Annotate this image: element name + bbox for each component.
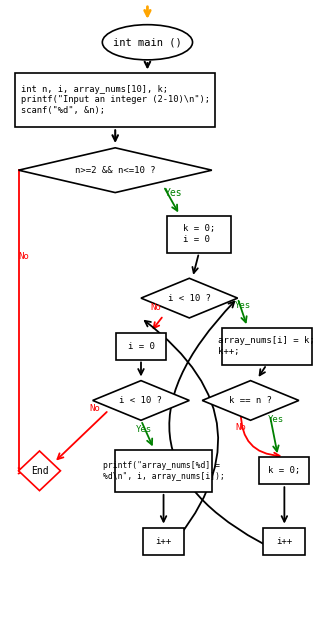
Text: No: No — [89, 404, 99, 413]
Text: No: No — [18, 252, 29, 261]
Text: i < 10 ?: i < 10 ? — [168, 294, 211, 303]
Polygon shape — [202, 381, 299, 420]
Polygon shape — [18, 148, 212, 192]
Text: i++: i++ — [155, 537, 172, 545]
Polygon shape — [93, 381, 189, 420]
Text: k = 0;
i = 0: k = 0; i = 0 — [183, 224, 215, 244]
Text: No: No — [236, 424, 246, 433]
Text: k = 0;: k = 0; — [268, 466, 300, 476]
Text: printf("array_nums[%d] =
%d\n", i, array_nums[i]);: printf("array_nums[%d] = %d\n", i, array… — [103, 461, 224, 481]
FancyBboxPatch shape — [15, 72, 215, 127]
FancyBboxPatch shape — [167, 215, 231, 253]
Polygon shape — [18, 451, 60, 490]
Text: k == n ?: k == n ? — [229, 396, 272, 405]
FancyBboxPatch shape — [115, 450, 212, 492]
Text: Yes: Yes — [164, 188, 182, 197]
Text: End: End — [31, 466, 48, 476]
Text: Yes: Yes — [234, 301, 251, 310]
Text: int main (): int main () — [113, 37, 182, 47]
Ellipse shape — [102, 25, 193, 60]
FancyBboxPatch shape — [143, 528, 185, 554]
Text: array_nums[i] = k;
k++;: array_nums[i] = k; k++; — [218, 337, 315, 356]
Text: i = 0: i = 0 — [128, 342, 154, 351]
Text: Yes: Yes — [268, 415, 284, 424]
Text: i++: i++ — [276, 537, 292, 545]
Polygon shape — [141, 278, 238, 318]
FancyBboxPatch shape — [259, 458, 309, 484]
FancyBboxPatch shape — [116, 333, 166, 360]
Text: n>=2 && n<=10 ?: n>=2 && n<=10 ? — [75, 165, 155, 175]
FancyBboxPatch shape — [263, 528, 305, 554]
FancyBboxPatch shape — [221, 328, 312, 365]
Text: i < 10 ?: i < 10 ? — [120, 396, 162, 405]
Text: int n, i, array_nums[10], k;
printf("Input an integer (2-10)\n");
scanf("%d", &n: int n, i, array_nums[10], k; printf("Inp… — [21, 85, 210, 115]
Text: No: No — [150, 303, 161, 312]
Text: Yes: Yes — [136, 425, 152, 434]
